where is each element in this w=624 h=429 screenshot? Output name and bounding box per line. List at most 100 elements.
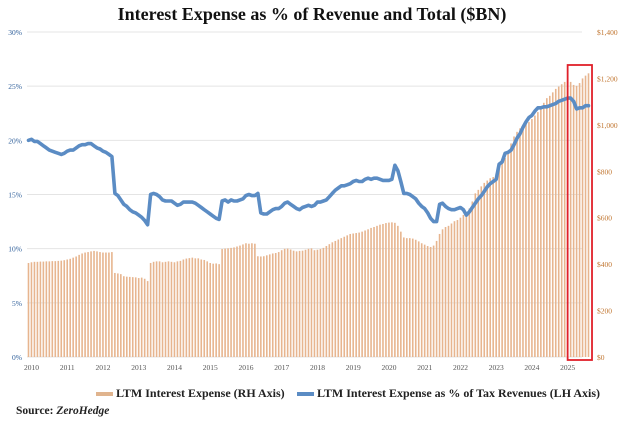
bar xyxy=(563,81,566,358)
legend-swatch-bars xyxy=(96,391,113,396)
bar xyxy=(111,252,113,357)
highlight-box xyxy=(566,64,593,361)
bar xyxy=(483,182,486,357)
x-tick-label: 2021 xyxy=(417,363,432,372)
bar xyxy=(551,92,554,357)
bar xyxy=(161,262,164,357)
bar xyxy=(194,258,197,357)
bar xyxy=(206,261,209,357)
bar xyxy=(352,233,354,357)
bar xyxy=(382,223,384,357)
bar xyxy=(93,250,95,357)
bar xyxy=(480,186,483,357)
bar xyxy=(66,259,69,357)
source-name: ZeroHedge xyxy=(56,405,110,417)
bar xyxy=(513,136,515,357)
x-tick-label: 2011 xyxy=(60,363,75,372)
bar xyxy=(364,230,366,357)
bar xyxy=(108,252,110,357)
bar xyxy=(146,281,149,357)
x-tick-label: 2019 xyxy=(346,363,361,372)
x-tick-label: 2023 xyxy=(489,363,504,372)
bar xyxy=(182,259,185,357)
legend-label-line: LTM Interest Expense as % of Tax Revenue… xyxy=(317,386,601,400)
right-tick-label: $800 xyxy=(597,167,612,176)
bar xyxy=(257,256,259,357)
bar xyxy=(414,239,417,357)
bar xyxy=(27,262,30,357)
bar xyxy=(105,252,107,357)
bar xyxy=(504,158,506,357)
source-label: Source: xyxy=(16,405,54,417)
bar xyxy=(158,261,161,357)
bar xyxy=(289,249,292,357)
x-tick-label: 2014 xyxy=(167,363,182,372)
bar xyxy=(569,81,572,358)
bar xyxy=(30,262,33,357)
left-tick-label: 25% xyxy=(8,82,22,91)
bar xyxy=(528,122,530,357)
bar xyxy=(245,243,247,357)
bar xyxy=(474,193,477,357)
bar xyxy=(254,243,256,357)
bar xyxy=(48,261,51,357)
bar xyxy=(128,276,131,357)
bar xyxy=(406,238,408,357)
bar xyxy=(170,261,173,357)
bar xyxy=(557,86,560,357)
bar xyxy=(268,254,271,357)
bar xyxy=(218,264,220,357)
bar xyxy=(131,277,134,357)
bar xyxy=(75,256,77,357)
bar xyxy=(179,260,182,357)
x-tick-label: 2024 xyxy=(524,363,539,372)
bar xyxy=(197,258,200,357)
bar xyxy=(340,238,343,357)
bar xyxy=(403,237,405,357)
bar xyxy=(456,220,459,357)
bar xyxy=(572,84,575,357)
bar xyxy=(477,189,480,357)
bar xyxy=(191,257,194,357)
bar xyxy=(42,261,45,357)
bar xyxy=(63,260,66,357)
chart-title: Interest Expense as % of Revenue and Tot… xyxy=(117,4,507,24)
bar xyxy=(248,243,250,357)
right-tick-label: $200 xyxy=(597,307,612,316)
bar xyxy=(307,248,310,357)
bar xyxy=(152,261,155,357)
bar xyxy=(358,232,360,357)
bar xyxy=(587,73,590,358)
bar xyxy=(319,249,322,357)
bar xyxy=(57,260,60,357)
bar xyxy=(274,253,277,357)
bar xyxy=(435,240,438,357)
bar xyxy=(84,252,86,357)
bar xyxy=(149,262,152,357)
bar xyxy=(543,102,545,357)
bar xyxy=(54,261,57,357)
bar xyxy=(212,263,214,357)
bar xyxy=(334,240,337,357)
bar xyxy=(391,222,393,357)
x-tick-label: 2025 xyxy=(560,363,575,372)
bar xyxy=(236,246,238,357)
bar xyxy=(99,252,101,357)
bar xyxy=(507,152,509,357)
legend-swatch-line xyxy=(297,391,314,396)
bar xyxy=(233,247,235,357)
bar xyxy=(239,245,241,357)
legend-item-bars: LTM Interest Expense (RH Axis) xyxy=(96,386,285,401)
bar xyxy=(310,248,313,357)
bar xyxy=(546,98,548,358)
left-tick-label: 15% xyxy=(8,191,22,200)
bar xyxy=(140,277,143,357)
bar xyxy=(411,238,414,357)
bar xyxy=(173,262,176,357)
bar xyxy=(379,224,381,357)
bar xyxy=(209,262,211,357)
bar xyxy=(120,274,122,357)
bar xyxy=(438,233,441,357)
bar xyxy=(72,257,74,357)
x-tick-label: 2022 xyxy=(453,363,468,372)
